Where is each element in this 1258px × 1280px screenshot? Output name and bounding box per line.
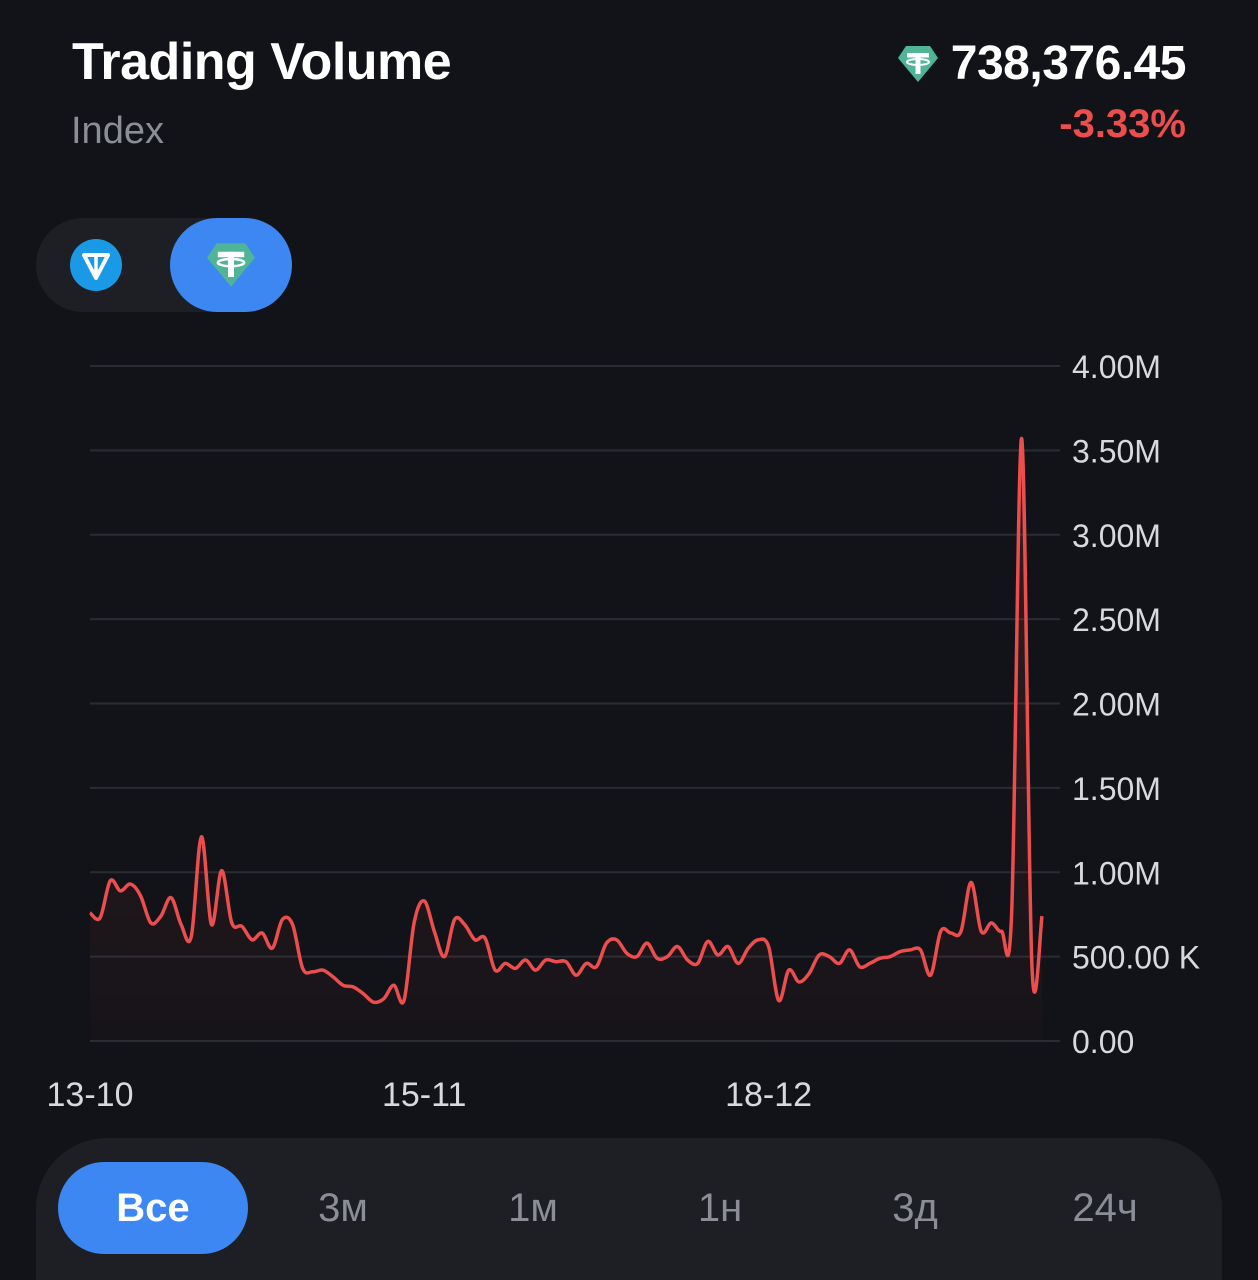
period-5-button[interactable]: 3д	[892, 1185, 938, 1230]
y-tick-label: 0.00	[1072, 1024, 1134, 1060]
period-2-button[interactable]: 3м	[318, 1185, 368, 1230]
page-title: Trading Volume	[72, 33, 452, 91]
toggle-option-ton[interactable]	[36, 218, 156, 312]
y-tick-label: 3.50M	[1072, 433, 1161, 469]
y-tick-label: 2.50M	[1072, 602, 1161, 638]
ton-icon	[70, 239, 122, 291]
volume-area	[90, 438, 1042, 1041]
y-tick-label: 3.00M	[1072, 518, 1161, 554]
y-tick-label: 2.00M	[1072, 687, 1161, 723]
page-subtitle: Index	[71, 110, 164, 152]
period-4-button[interactable]: 1н	[697, 1185, 743, 1230]
x-tick-label: 15-11	[382, 1076, 466, 1114]
price-value: 738,376.45	[950, 37, 1187, 90]
x-tick-label: 18-12	[725, 1076, 812, 1114]
y-tick-label: 1.50M	[1072, 771, 1161, 807]
period-selector: Все 3м 1м 1н 3д 24ч	[36, 1138, 1222, 1280]
tether-icon	[897, 45, 938, 82]
period-3-button[interactable]: 1м	[508, 1185, 558, 1230]
toggle-option-tether[interactable]	[170, 218, 292, 312]
y-tick-label: 1.00M	[1072, 855, 1161, 891]
period-6-button[interactable]: 24ч	[1072, 1185, 1138, 1230]
trading-volume-chart[interactable]: 0.00 500.00 K 1.00M 1.50M 2.00M 2.50M 3.00M 3.5…	[0, 330, 1258, 1120]
period-1-button[interactable]: Все	[58, 1162, 248, 1254]
y-tick-label: 4.00M	[1072, 349, 1161, 385]
y-tick-label: 500.00 K	[1072, 940, 1200, 976]
volume-series-line	[88, 436, 1044, 1005]
x-tick-label: 13-10	[47, 1076, 134, 1114]
tether-icon	[207, 243, 255, 287]
price-change: -3.33%	[1059, 102, 1186, 146]
price-display: 738,376.45	[897, 36, 1187, 91]
currency-toggle	[36, 218, 292, 312]
